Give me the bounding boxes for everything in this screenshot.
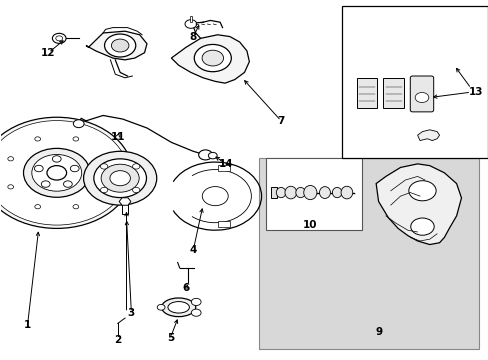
Text: 11: 11	[110, 132, 125, 142]
Circle shape	[41, 181, 50, 187]
Circle shape	[32, 154, 81, 191]
Circle shape	[73, 120, 84, 128]
Text: 3: 3	[127, 308, 135, 318]
Polygon shape	[375, 164, 461, 244]
Circle shape	[8, 157, 14, 161]
Circle shape	[0, 121, 127, 225]
Circle shape	[132, 164, 140, 169]
Circle shape	[56, 36, 62, 41]
Circle shape	[52, 33, 66, 43]
Text: 9: 9	[374, 327, 382, 337]
Text: 6: 6	[182, 283, 189, 293]
Polygon shape	[417, 130, 439, 140]
Circle shape	[110, 171, 130, 186]
Text: 1: 1	[24, 320, 31, 330]
Circle shape	[194, 44, 231, 72]
Polygon shape	[119, 198, 131, 205]
Bar	[259, 158, 478, 348]
Circle shape	[73, 137, 79, 141]
Circle shape	[101, 164, 139, 192]
Circle shape	[100, 157, 105, 161]
Circle shape	[52, 156, 61, 162]
Bar	[217, 221, 229, 227]
Circle shape	[132, 187, 140, 193]
Circle shape	[94, 159, 146, 198]
Ellipse shape	[161, 298, 195, 317]
Ellipse shape	[340, 186, 352, 199]
Bar	[122, 202, 128, 214]
Ellipse shape	[276, 188, 285, 198]
Ellipse shape	[332, 188, 341, 198]
Circle shape	[23, 148, 90, 197]
Circle shape	[104, 34, 136, 57]
Circle shape	[35, 204, 41, 209]
Bar	[383, 78, 403, 108]
Circle shape	[34, 165, 43, 172]
Text: 4: 4	[189, 245, 197, 255]
Circle shape	[111, 39, 129, 52]
Polygon shape	[86, 31, 147, 60]
Circle shape	[100, 187, 107, 193]
Circle shape	[198, 150, 212, 160]
Circle shape	[0, 117, 132, 228]
Circle shape	[184, 20, 196, 28]
Circle shape	[414, 93, 428, 103]
Ellipse shape	[167, 302, 189, 313]
Circle shape	[202, 186, 228, 206]
Bar	[356, 78, 376, 108]
Bar	[266, 158, 361, 230]
Polygon shape	[171, 35, 249, 83]
Ellipse shape	[319, 186, 330, 198]
Circle shape	[100, 185, 105, 189]
Circle shape	[8, 185, 14, 189]
Bar	[217, 165, 229, 171]
Text: 13: 13	[468, 87, 482, 97]
Circle shape	[63, 181, 72, 187]
Circle shape	[35, 137, 41, 141]
Circle shape	[100, 164, 107, 169]
Bar	[189, 16, 191, 22]
Bar	[270, 187, 276, 198]
Text: 14: 14	[218, 159, 233, 169]
Circle shape	[70, 165, 79, 172]
Ellipse shape	[303, 185, 316, 200]
Circle shape	[47, 166, 66, 180]
Circle shape	[191, 298, 201, 306]
Text: 8: 8	[189, 32, 197, 41]
Text: 5: 5	[166, 333, 174, 343]
Ellipse shape	[295, 188, 305, 198]
Circle shape	[191, 309, 201, 316]
Text: 12: 12	[41, 48, 56, 58]
Circle shape	[202, 50, 223, 66]
Circle shape	[83, 151, 157, 205]
FancyBboxPatch shape	[409, 76, 433, 112]
Circle shape	[408, 181, 435, 201]
Circle shape	[157, 305, 164, 310]
Circle shape	[410, 218, 433, 235]
Circle shape	[208, 152, 217, 159]
Bar	[341, 6, 488, 158]
Circle shape	[73, 204, 79, 209]
Ellipse shape	[285, 186, 296, 199]
Text: 2: 2	[114, 334, 121, 345]
Text: 7: 7	[277, 116, 284, 126]
Text: 10: 10	[303, 220, 317, 230]
